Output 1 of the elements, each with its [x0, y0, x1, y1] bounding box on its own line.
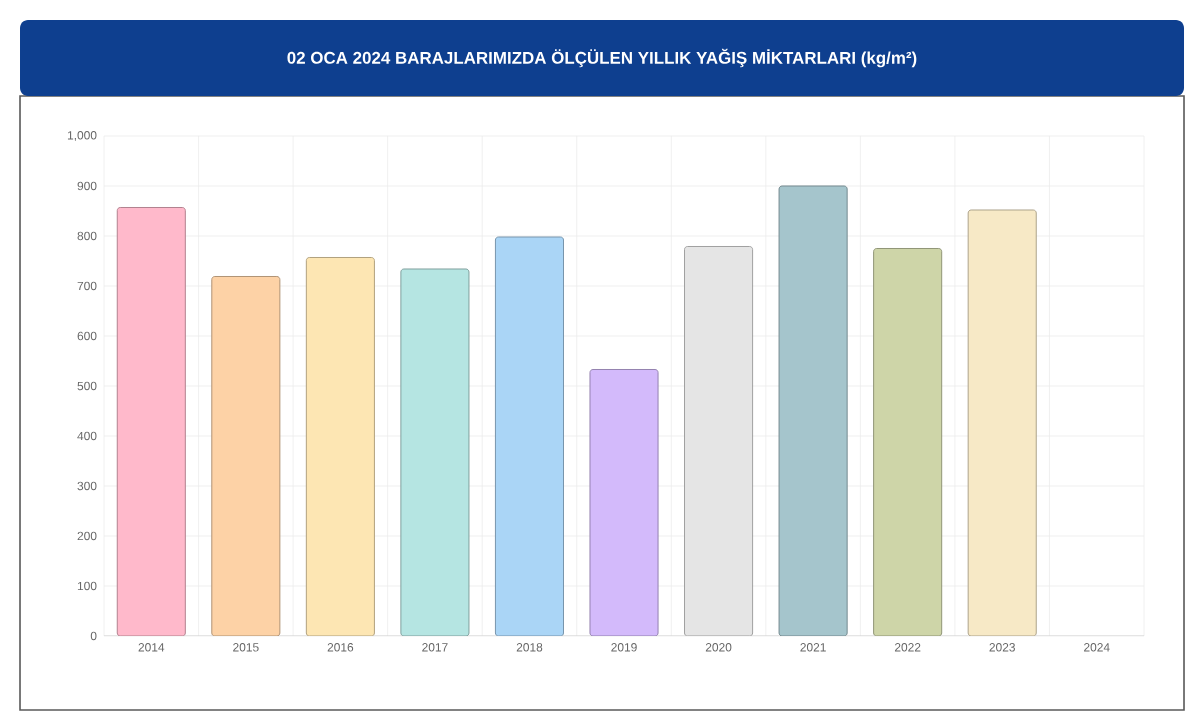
chart-title: 02 OCA 2024 BARAJLARIMIZDA ÖLÇÜLEN YILLIK YAĞIŞ MİKTARLARI (kg/m²)	[287, 48, 917, 68]
